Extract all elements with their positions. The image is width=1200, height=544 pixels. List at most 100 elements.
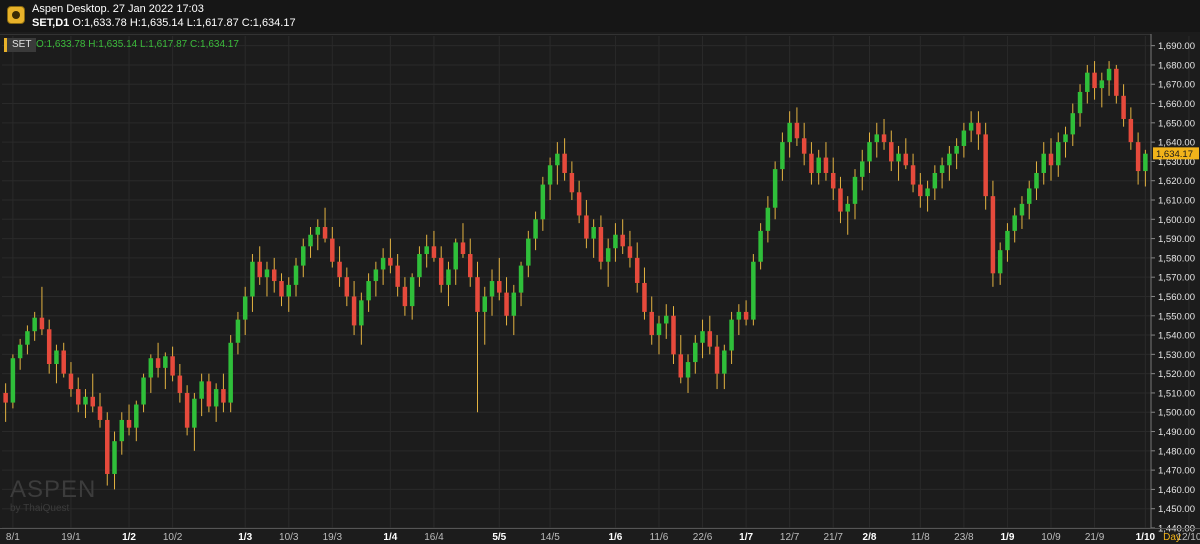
candle[interactable]	[264, 261, 270, 297]
candle[interactable]	[714, 335, 720, 390]
candle[interactable]	[729, 311, 734, 364]
candle[interactable]	[192, 392, 197, 451]
candle[interactable]	[613, 223, 618, 262]
candle[interactable]	[918, 172, 923, 208]
candle[interactable]	[765, 196, 771, 243]
candle[interactable]	[315, 219, 321, 251]
candle[interactable]	[453, 238, 458, 285]
candle[interactable]	[598, 215, 604, 270]
candle[interactable]	[1026, 180, 1032, 220]
candle[interactable]	[424, 234, 429, 268]
candle[interactable]	[177, 364, 183, 403]
candle[interactable]	[881, 118, 887, 150]
candle[interactable]	[910, 153, 916, 193]
candle[interactable]	[504, 277, 509, 326]
candle[interactable]	[801, 122, 807, 166]
candle[interactable]	[838, 176, 843, 224]
candle[interactable]	[511, 284, 517, 336]
candle[interactable]	[671, 306, 676, 364]
candle[interactable]	[758, 223, 763, 270]
candle[interactable]	[279, 273, 284, 307]
candle[interactable]	[874, 122, 880, 158]
candle[interactable]	[301, 238, 306, 278]
candle[interactable]	[555, 142, 560, 185]
candle[interactable]	[83, 389, 88, 419]
candle[interactable]	[591, 219, 596, 258]
candle[interactable]	[976, 111, 981, 150]
candle[interactable]	[663, 304, 669, 339]
candle[interactable]	[693, 335, 698, 374]
candle[interactable]	[199, 373, 204, 417]
candle[interactable]	[97, 392, 103, 428]
candle[interactable]	[39, 286, 45, 336]
candle[interactable]	[1085, 64, 1090, 104]
candle[interactable]	[286, 277, 292, 312]
candle[interactable]	[1099, 72, 1105, 108]
candle[interactable]	[482, 286, 488, 345]
candle[interactable]	[562, 138, 567, 181]
candle[interactable]	[417, 246, 422, 287]
candle[interactable]	[859, 149, 865, 191]
candle[interactable]	[707, 315, 713, 355]
candle[interactable]	[359, 292, 364, 345]
candle[interactable]	[845, 196, 850, 235]
candle[interactable]	[388, 238, 393, 274]
candle[interactable]	[1128, 107, 1134, 150]
candle[interactable]	[1012, 207, 1017, 243]
candle[interactable]	[25, 325, 30, 355]
candle[interactable]	[206, 373, 212, 413]
candle[interactable]	[787, 111, 792, 158]
candle[interactable]	[148, 354, 154, 393]
candle[interactable]	[257, 246, 262, 285]
candle[interactable]	[1063, 126, 1068, 158]
candle[interactable]	[896, 145, 901, 181]
candle[interactable]	[322, 207, 328, 243]
candle[interactable]	[968, 111, 974, 143]
candle[interactable]	[620, 219, 625, 255]
candle[interactable]	[105, 412, 110, 486]
candle[interactable]	[497, 257, 502, 301]
candle[interactable]	[10, 354, 16, 409]
candle[interactable]	[68, 362, 74, 397]
candle[interactable]	[467, 238, 473, 287]
candle[interactable]	[489, 269, 495, 316]
candle[interactable]	[250, 254, 255, 312]
candle[interactable]	[569, 161, 575, 200]
candle[interactable]	[351, 281, 357, 336]
candle[interactable]	[634, 242, 640, 293]
candle[interactable]	[380, 248, 386, 285]
candle[interactable]	[1048, 138, 1054, 181]
candle[interactable]	[242, 286, 248, 336]
candle[interactable]	[409, 273, 415, 320]
timeframe-label[interactable]: Day	[1163, 532, 1181, 543]
candle[interactable]	[1114, 64, 1119, 104]
candle[interactable]	[700, 319, 705, 359]
candle[interactable]	[330, 227, 335, 268]
candle[interactable]	[75, 377, 81, 413]
candle[interactable]	[576, 180, 582, 224]
candle[interactable]	[954, 138, 959, 170]
candle[interactable]	[170, 346, 175, 382]
candle[interactable]	[213, 383, 219, 422]
candle[interactable]	[228, 335, 233, 413]
candle[interactable]	[308, 227, 313, 258]
candle[interactable]	[794, 107, 800, 146]
candle[interactable]	[112, 431, 117, 490]
candle[interactable]	[947, 145, 952, 181]
candle[interactable]	[903, 138, 909, 170]
candle[interactable]	[373, 261, 379, 297]
candle[interactable]	[533, 211, 538, 251]
candle[interactable]	[134, 400, 139, 442]
candle[interactable]	[518, 261, 524, 307]
candle[interactable]	[867, 132, 872, 173]
candle[interactable]	[32, 311, 37, 341]
candle[interactable]	[46, 319, 52, 374]
candle[interactable]	[155, 342, 161, 378]
candle[interactable]	[961, 122, 967, 158]
candle[interactable]	[1092, 61, 1097, 100]
candle[interactable]	[395, 254, 400, 297]
candle[interactable]	[605, 238, 611, 287]
candle[interactable]	[366, 273, 371, 312]
candle[interactable]	[722, 344, 727, 390]
